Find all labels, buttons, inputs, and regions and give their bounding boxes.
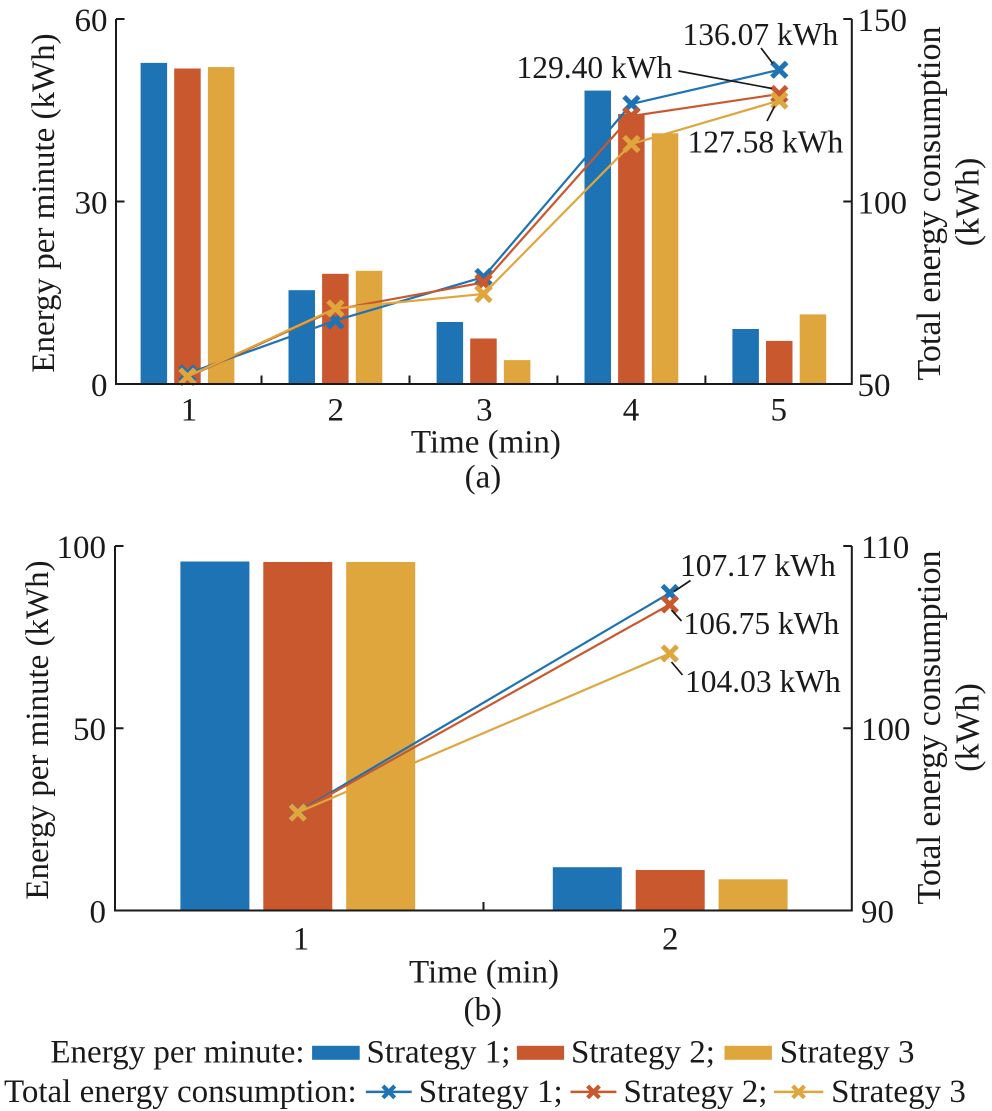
svg-text:Strategy 2;: Strategy 2; <box>624 1074 768 1110</box>
svg-text:110: 110 <box>861 530 909 566</box>
svg-text:0: 0 <box>91 368 108 404</box>
svg-text:106.75 kWh: 106.75 kWh <box>684 606 840 641</box>
svg-text:(kWh): (kWh) <box>950 683 987 772</box>
svg-text:(kWh): (kWh) <box>950 158 987 247</box>
svg-text:5: 5 <box>771 393 788 429</box>
svg-text:50: 50 <box>73 712 106 748</box>
svg-text:Total energy consumption: Total energy consumption <box>911 27 948 381</box>
svg-text:Energy per minute (kWh): Energy per minute (kWh) <box>20 560 56 899</box>
svg-text:2: 2 <box>662 922 679 958</box>
svg-text:Time (min): Time (min) <box>411 425 561 461</box>
svg-text:50: 50 <box>858 368 891 404</box>
svg-text:107.17 kWh: 107.17 kWh <box>680 548 836 583</box>
svg-text:60: 60 <box>75 3 108 39</box>
svg-text:136.07 kWh: 136.07 kWh <box>683 17 839 52</box>
svg-text:30: 30 <box>75 185 108 221</box>
svg-text:100: 100 <box>861 712 911 748</box>
svg-text:129.40 kWh: 129.40 kWh <box>517 50 673 85</box>
svg-text:(a): (a) <box>465 459 502 495</box>
svg-text:Time (min): Time (min) <box>409 954 559 990</box>
svg-text:Energy per minute:: Energy per minute: <box>50 1034 304 1070</box>
svg-text:Strategy 2;: Strategy 2; <box>571 1034 715 1070</box>
svg-text:1: 1 <box>181 393 198 429</box>
svg-text:100: 100 <box>858 185 908 221</box>
svg-text:3: 3 <box>476 393 493 429</box>
svg-text:Total energy consumption: Total energy consumption <box>911 551 948 905</box>
svg-text:150: 150 <box>858 3 908 39</box>
svg-text:104.03 kWh: 104.03 kWh <box>685 664 841 699</box>
svg-text:4: 4 <box>623 393 640 429</box>
svg-text:1: 1 <box>293 922 310 958</box>
svg-text:100: 100 <box>57 530 107 566</box>
svg-text:Strategy 1;: Strategy 1; <box>419 1074 563 1110</box>
svg-text:Energy per minute (kWh): Energy per minute (kWh) <box>26 33 62 372</box>
svg-text:0: 0 <box>90 894 107 930</box>
svg-text:Strategy 3: Strategy 3 <box>780 1034 915 1070</box>
svg-text:2: 2 <box>328 393 345 429</box>
svg-text:Strategy 1;: Strategy 1; <box>367 1034 511 1070</box>
svg-text:90: 90 <box>861 894 894 930</box>
svg-text:127.58 kWh: 127.58 kWh <box>688 125 844 160</box>
svg-text:(b): (b) <box>464 992 502 1028</box>
svg-text:Strategy 3: Strategy 3 <box>831 1074 966 1110</box>
svg-text:Total energy consumption:: Total energy consumption: <box>4 1074 357 1110</box>
